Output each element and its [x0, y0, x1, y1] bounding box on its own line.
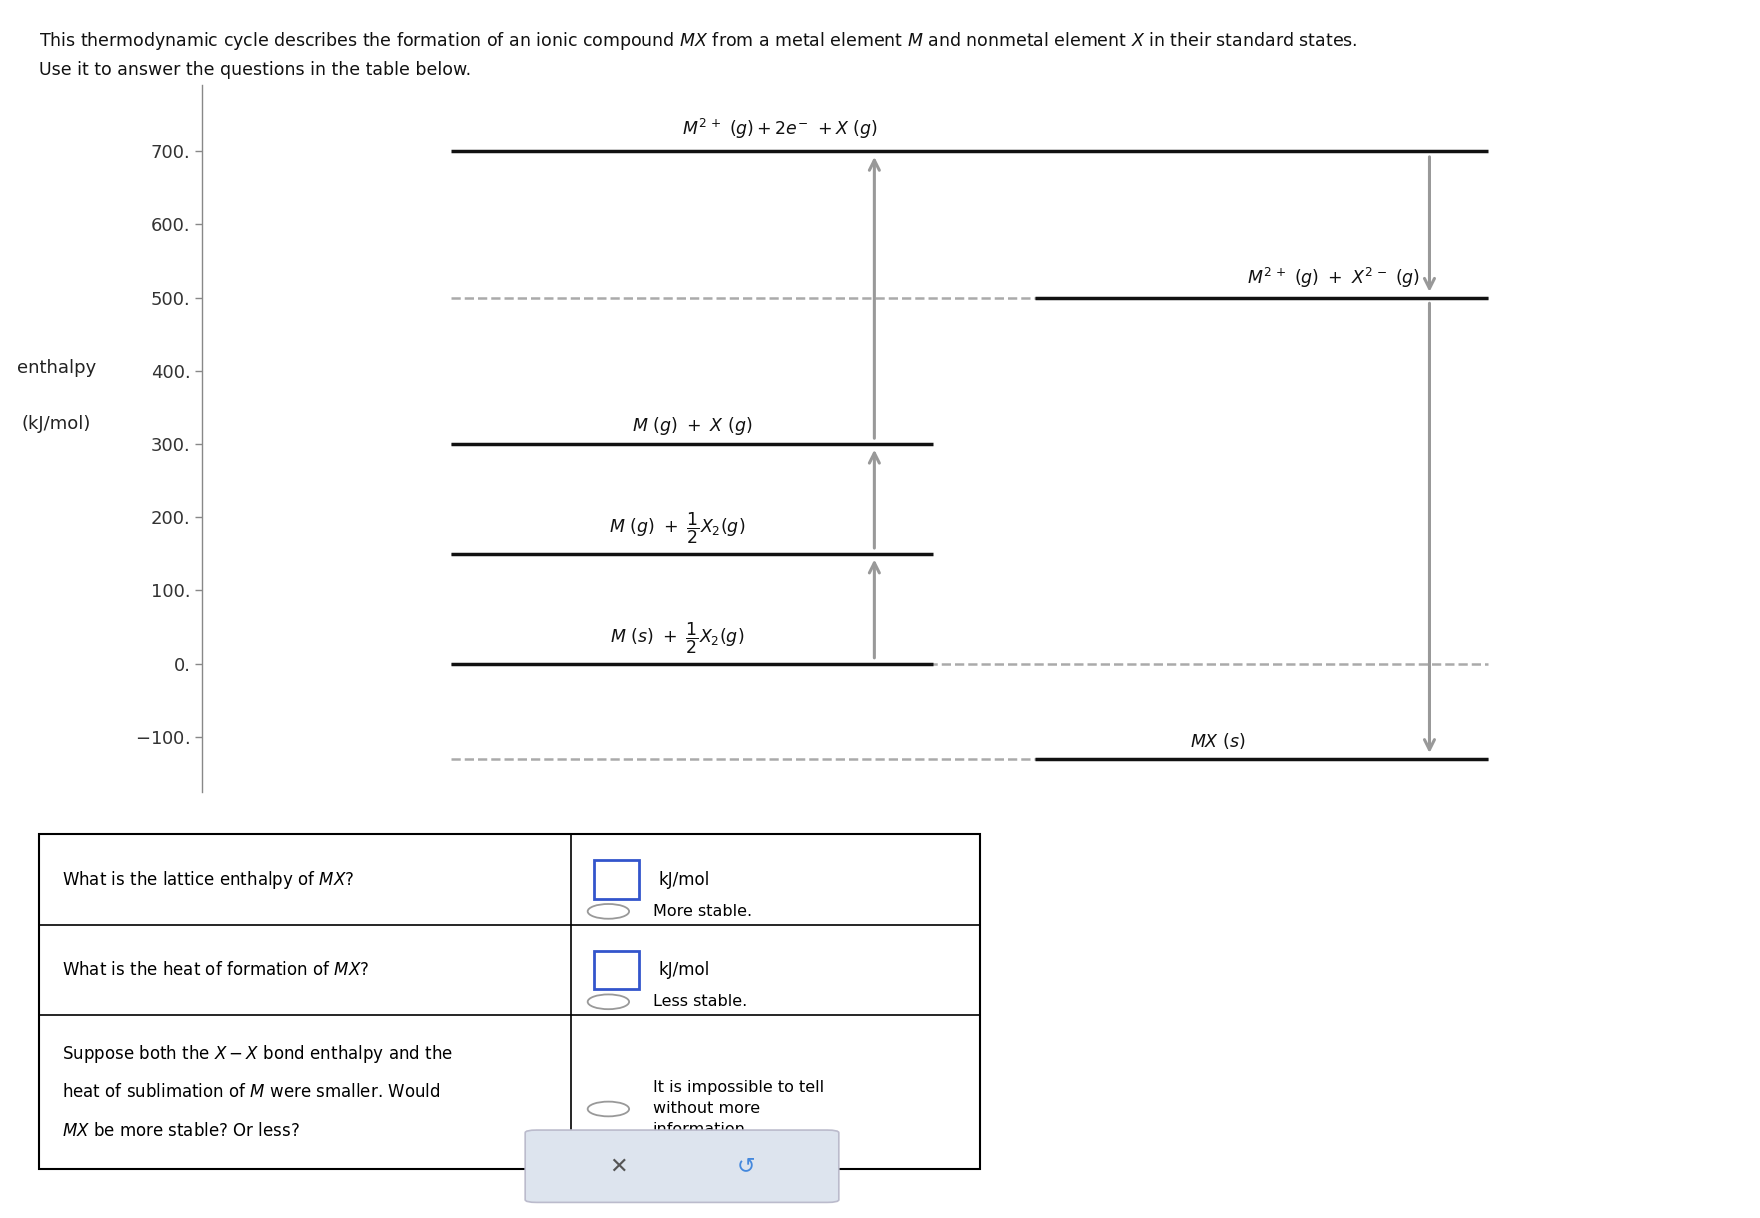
Bar	[595, 951, 639, 989]
Text: ↺: ↺	[737, 1156, 755, 1177]
Text: $M\ (g)\ +\ \dfrac{1}{2}X_2(g)$: $M\ (g)\ +\ \dfrac{1}{2}X_2(g)$	[609, 512, 744, 547]
Text: $MX\ (s)$: $MX\ (s)$	[1190, 732, 1246, 752]
Text: $M\ (s)\ +\ \dfrac{1}{2}X_2(g)$: $M\ (s)\ +\ \dfrac{1}{2}X_2(g)$	[611, 621, 744, 657]
Text: What is the heat of formation of $MX$?: What is the heat of formation of $MX$?	[62, 961, 370, 979]
Text: kJ/mol: kJ/mol	[658, 871, 709, 889]
Text: (kJ/mol): (kJ/mol)	[21, 415, 92, 434]
Text: Suppose both the $X-X$ bond enthalpy and the: Suppose both the $X-X$ bond enthalpy and…	[62, 1043, 454, 1065]
Text: More stable.: More stable.	[653, 904, 752, 918]
Text: $M\ (g)\ +\ X\ (g)$: $M\ (g)\ +\ X\ (g)$	[632, 414, 752, 436]
Text: kJ/mol: kJ/mol	[658, 961, 709, 979]
Text: Use it to answer the questions in the table below.: Use it to answer the questions in the ta…	[39, 61, 472, 79]
Text: It is impossible to tell
without more
information.: It is impossible to tell without more in…	[653, 1080, 824, 1138]
Text: $M^{2\,+}\ (g) + 2e^{-}\ + X\ (g)$: $M^{2\,+}\ (g) + 2e^{-}\ + X\ (g)$	[681, 117, 876, 141]
Text: heat of sublimation of $M$ were smaller. Would: heat of sublimation of $M$ were smaller.…	[62, 1083, 440, 1101]
Text: $M^{2\,+}\ (g)\ +\ X^{2\,-}\ (g)$: $M^{2\,+}\ (g)\ +\ X^{2\,-}\ (g)$	[1246, 267, 1420, 290]
Text: Less stable.: Less stable.	[653, 994, 746, 1010]
Text: ✕: ✕	[609, 1156, 627, 1177]
Text: What is the lattice enthalpy of $MX$?: What is the lattice enthalpy of $MX$?	[62, 868, 354, 890]
FancyBboxPatch shape	[524, 1130, 840, 1202]
Bar	[595, 860, 639, 899]
Text: $MX$ be more stable? Or less?: $MX$ be more stable? Or less?	[62, 1122, 299, 1140]
Text: enthalpy: enthalpy	[16, 359, 97, 376]
Text: This thermodynamic cycle describes the formation of an ionic compound $MX$ from : This thermodynamic cycle describes the f…	[39, 30, 1357, 52]
